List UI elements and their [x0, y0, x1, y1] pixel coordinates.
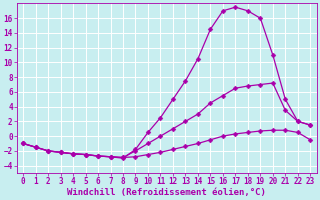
X-axis label: Windchill (Refroidissement éolien,°C): Windchill (Refroidissement éolien,°C) — [67, 188, 266, 197]
